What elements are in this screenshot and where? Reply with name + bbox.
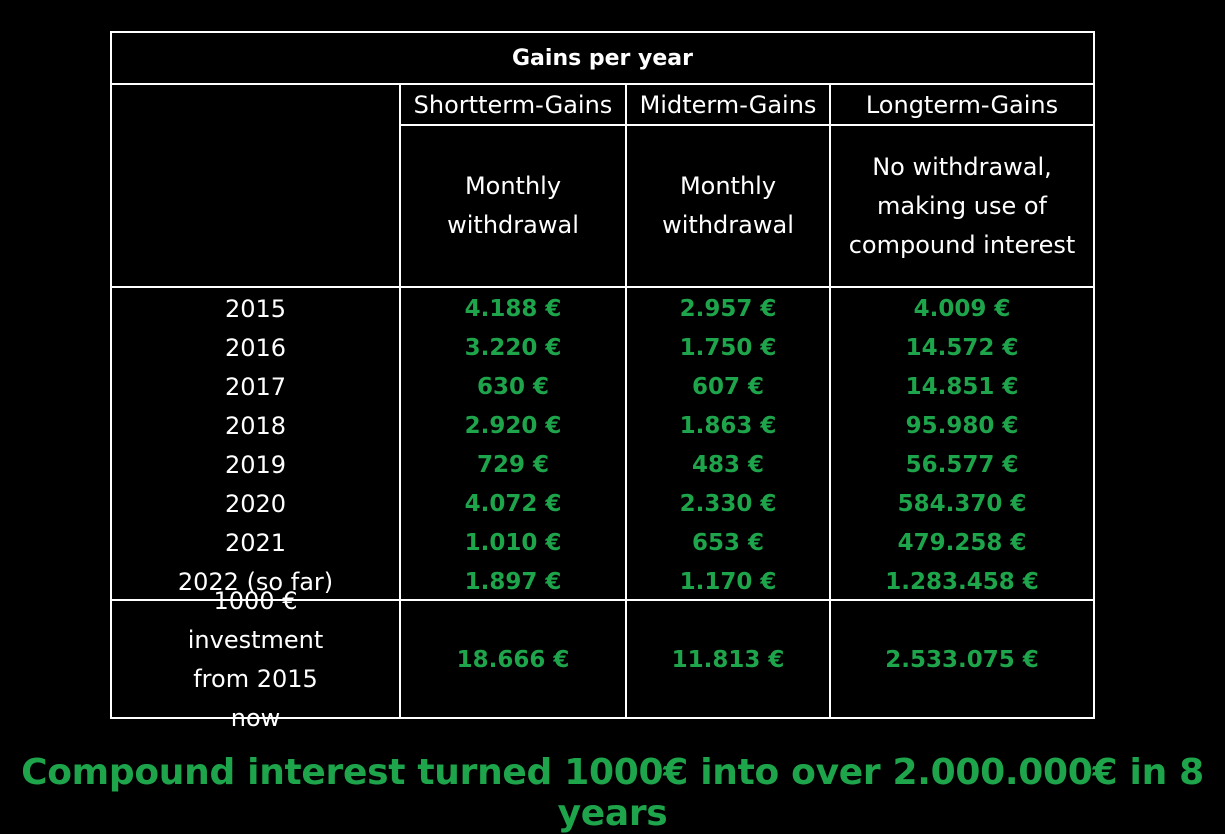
shortterm-value: 4.072 € [464,490,562,517]
midterm-value: 653 € [691,529,765,556]
longterm-value: 14.851 € [905,373,1019,400]
description-midterm: Monthly withdrawal [662,172,794,239]
longterm-value: 56.577 € [905,451,1019,478]
total-shortterm: 18.666 € [456,646,570,673]
year-label: 2016 [224,333,287,362]
longterm-value: 95.980 € [905,412,1019,439]
year-label: 2019 [224,450,287,479]
divider [399,84,401,718]
shortterm-value: 729 € [476,451,550,478]
year-label: 2017 [224,372,287,401]
divider [399,124,1095,126]
divider [110,286,1095,288]
midterm-value: 1.750 € [679,334,777,361]
description-longterm: No withdrawal, making use of compound in… [848,152,1076,259]
midterm-value: 2.330 € [679,490,777,517]
divider [110,83,1095,85]
divider [110,599,1095,601]
midterm-value: 1.863 € [679,412,777,439]
longterm-value: 14.572 € [905,334,1019,361]
table-title: Gains per year [512,45,693,71]
shortterm-value: 630 € [476,373,550,400]
midterm-value: 483 € [691,451,765,478]
year-label: 2020 [224,489,287,518]
headline-caption: Compound interest turned 1000€ into over… [21,752,1204,834]
year-label: 2015 [224,294,287,323]
divider [829,84,831,718]
column-header-midterm: Midterm-Gains [639,91,817,119]
total-longterm: 2.533.075 € [885,646,1039,673]
shortterm-value: 3.220 € [464,334,562,361]
midterm-value: 607 € [691,373,765,400]
midterm-value: 1.170 € [679,568,777,595]
total-label: 1000 € investment from 2015 now [187,586,324,732]
year-label: 2021 [224,528,287,557]
midterm-value: 2.957 € [679,295,777,322]
shortterm-value: 4.188 € [464,295,562,322]
longterm-value: 4.009 € [913,295,1011,322]
year-label: 2022 (so far) [177,567,334,596]
column-header-longterm: Longterm-Gains [865,91,1059,119]
shortterm-value: 1.010 € [464,529,562,556]
gains-table-frame [110,31,1095,719]
shortterm-value: 1.897 € [464,568,562,595]
column-header-shortterm: Shortterm-Gains [413,91,613,119]
divider [625,84,627,718]
total-midterm: 11.813 € [671,646,785,673]
shortterm-value: 2.920 € [464,412,562,439]
year-label: 2018 [224,411,287,440]
longterm-value: 479.258 € [897,529,1027,556]
longterm-value: 584.370 € [897,490,1027,517]
description-shortterm: Monthly withdrawal [447,172,579,239]
longterm-value: 1.283.458 € [885,568,1039,595]
